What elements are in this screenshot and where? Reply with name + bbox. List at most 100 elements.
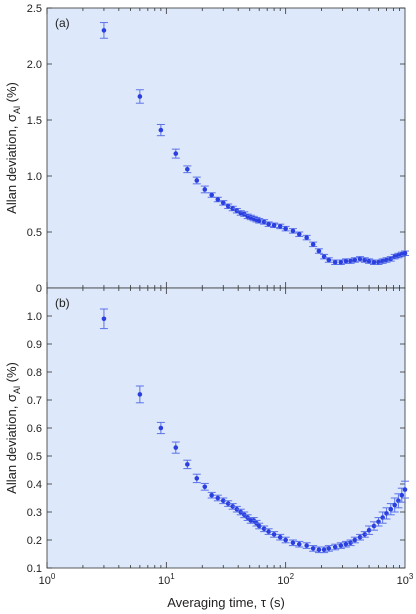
plot-area-a [46,7,406,289]
data-marker [316,547,322,553]
data-marker [230,206,236,211]
data-point [200,185,209,194]
data-marker [290,540,296,546]
y-tick-label: 0.9 [27,339,42,351]
y-tick-label: 0.8 [27,367,42,379]
data-marker [225,203,231,209]
data-marker [194,178,200,183]
data-point [260,525,269,533]
data-marker [158,425,164,431]
data-point [207,192,216,198]
data-marker [101,316,107,322]
data-point [288,539,297,547]
data-point [295,540,304,548]
data-marker [402,250,408,256]
data-point [213,196,222,203]
data-point [228,205,237,212]
y-tick-label: 0.7 [27,395,42,407]
data-point [156,421,165,435]
data-point [346,258,355,264]
data-marker [137,94,143,99]
data-point [302,234,311,241]
data-point [288,228,297,234]
data-marker [399,492,405,498]
data-marker [215,495,221,501]
data-marker [310,546,316,551]
data-marker [283,226,288,231]
data-point [135,385,144,404]
data-point [171,441,180,454]
plot-area-b [46,287,406,569]
data-marker [215,197,221,202]
data-point [156,123,165,137]
data-marker [202,187,208,192]
data-marker [173,445,179,450]
data-marker [326,257,332,263]
panel-label-b: (b) [55,296,70,310]
data-point [324,545,333,552]
y-axis-title-b: Allan deviation, σAl (%) [4,362,22,494]
data-marker [352,537,358,543]
data-marker [332,544,338,550]
data-marker [371,259,377,265]
y-tick-label: 0.5 [27,451,42,463]
data-marker [158,127,164,133]
data-marker [392,502,398,508]
data-point [302,542,311,549]
data-marker [357,534,363,540]
data-point [365,525,374,535]
data-point [135,89,144,104]
x-tick-label: 102 [277,572,294,587]
data-marker [326,546,332,551]
marks-a [99,22,409,265]
data-marker [185,166,190,172]
data-point [324,257,333,263]
data-marker [352,257,358,263]
data-point [314,248,323,254]
data-marker [277,534,283,540]
x-tick-label: 100 [39,572,56,587]
data-marker [266,529,271,534]
data-point [270,222,279,229]
ticks-a: 0 0.5 1.0 1.5 2.0 2.5 [27,3,405,295]
data-marker [209,492,215,498]
data-marker [362,532,368,537]
data-point [370,521,379,531]
data-point [401,250,409,257]
data-marker [225,501,231,506]
data-marker [256,523,262,529]
data-marker [304,235,309,240]
ticks-b: 0.1 0.2 0.3 0.4 0.5 0.6 0.7 0.8 0.9 1.0 100 101 102 1… [27,288,414,587]
y-tick-label: 1.0 [27,171,42,183]
data-point [200,482,209,491]
data-marker [277,224,283,229]
y-tick-label: 2.5 [27,3,42,15]
data-point [401,480,409,499]
data-point [350,257,359,263]
panel-a: 0 0.5 1.0 1.5 2.0 2.5 (a) Allan deviation, σA… [4,3,409,295]
data-marker [316,248,322,254]
data-marker [209,192,215,198]
data-point [309,241,318,248]
x-axis-title: Averaging time, τ (s) [167,595,285,610]
data-marker [137,392,143,397]
data-marker [402,487,408,492]
data-point [270,531,279,538]
y-axis-title-a: Allan deviation, σAl (%) [4,82,22,214]
data-marker [266,221,271,227]
data-marker [388,506,394,512]
data-marker [332,259,338,265]
panel-b: 0.1 0.2 0.3 0.4 0.5 0.6 0.7 0.8 0.9 1.0 100 101 102 1… [4,287,414,610]
data-marker [296,541,302,547]
data-point [207,491,216,499]
data-point [99,308,108,330]
data-point [331,543,340,551]
data-marker [296,231,302,237]
data-marker [173,151,179,156]
data-point [276,533,285,541]
data-point [192,473,201,484]
y-tick-label: 1.0 [27,311,42,323]
x-tick-label: 103 [397,572,414,587]
data-marker [290,228,296,234]
data-marker [310,242,316,247]
